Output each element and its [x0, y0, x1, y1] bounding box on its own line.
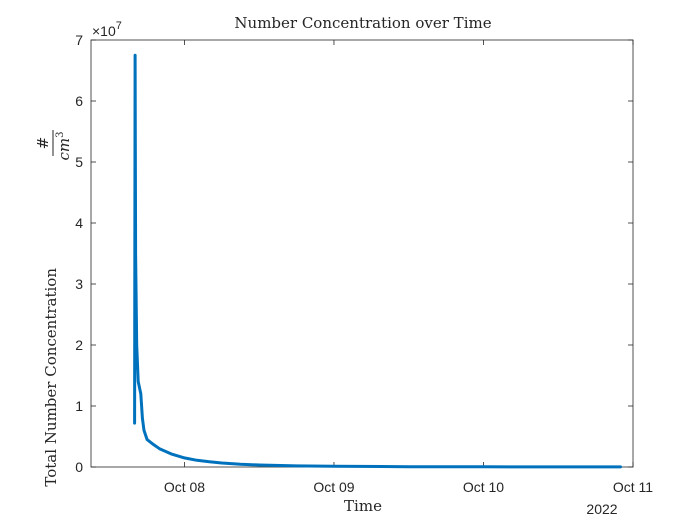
y-unit-denominator-base: cm [55, 138, 73, 161]
y-axis-label-text: Total Number Concentration [42, 268, 60, 487]
y-unit-numerator: # [34, 137, 52, 150]
x-tick-label: Oct 10 [463, 479, 504, 495]
axis-ticks: Oct 08 Oct 09 Oct 10 Oct 11 0 1 2 3 4 5 6 7 [75, 32, 653, 495]
y-unit-denominator-exp: 3 [55, 132, 66, 138]
y-axis-label: Total Number Concentration # cm3 [34, 130, 73, 487]
chart-title: Number Concentration over Time [234, 14, 491, 32]
x-axis-year-label: 2022 [586, 501, 617, 517]
y-exponent-base: ×10 [92, 23, 116, 39]
y-tick-label: 7 [75, 32, 83, 48]
plot-area [90, 39, 634, 468]
x-tick-label: Oct 08 [164, 479, 205, 495]
y-tick-label: 5 [75, 154, 83, 170]
svg-text:×107: ×107 [92, 20, 122, 39]
x-axis-label: Time [344, 497, 382, 515]
y-tick-label: 4 [75, 215, 83, 231]
y-tick-label: 3 [75, 276, 83, 292]
series-layer [133, 53, 622, 469]
x-tick-label: Oct 11 [613, 479, 653, 495]
y-axis-exponent: ×107 [92, 20, 122, 39]
y-exponent-power: 7 [116, 20, 122, 32]
y-tick-label: 6 [75, 93, 83, 109]
y-tick-label: 1 [75, 398, 83, 414]
y-tick-label: 0 [75, 459, 83, 475]
svg-text:cm3: cm3 [55, 132, 73, 161]
y-tick-label: 2 [75, 337, 83, 353]
series-line [133, 53, 622, 469]
x-tick-label: Oct 09 [313, 479, 354, 495]
